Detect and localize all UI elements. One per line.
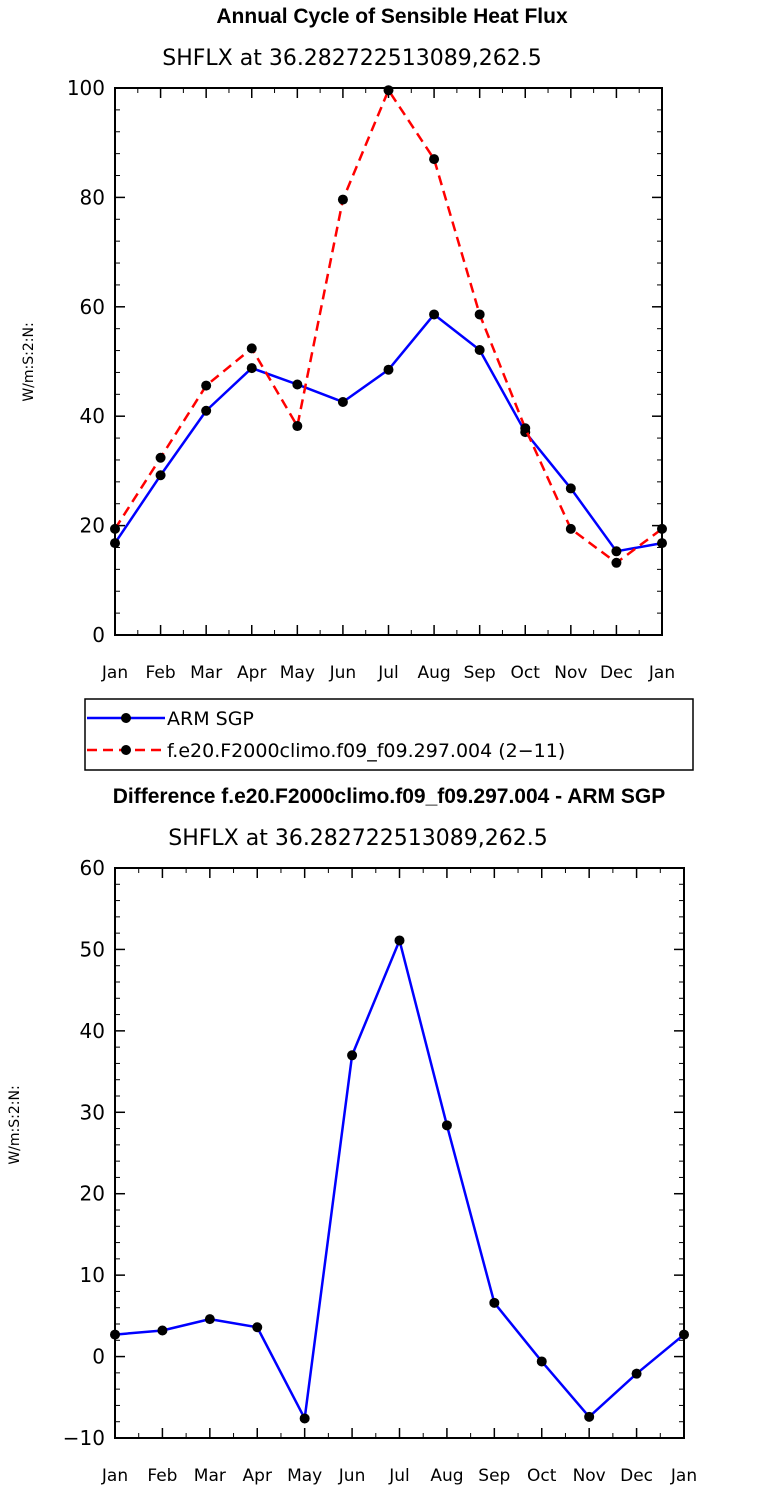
p2-xtick-label: May (287, 1466, 322, 1486)
p1-xtick-label: May (280, 663, 315, 683)
p1-series-1-point (337, 194, 348, 205)
p2-series-0-point (252, 1322, 263, 1333)
p2-ytick-label: 40 (80, 1019, 105, 1043)
p1-series-1-point (292, 421, 303, 432)
p1-series-1-point (429, 154, 440, 165)
p1-series-0-point (565, 483, 576, 494)
p1-series-0-point (110, 538, 120, 549)
legend-marker-model (121, 745, 131, 755)
p2-xtick-label: Jun (338, 1466, 366, 1486)
p2-xtick-label: Oct (527, 1466, 557, 1486)
p1-xtick-label: Jan (648, 663, 675, 683)
panel2-title: Difference f.e20.F2000climo.f09_f09.297.… (113, 785, 665, 808)
p2-ytick-label: 20 (80, 1182, 105, 1206)
p1-series-1-point (565, 523, 576, 534)
p2-series-0-point (489, 1297, 500, 1308)
panel2-subtitle: SHFLX at 36.282722513089,262.5 (168, 826, 548, 851)
p2-series-0-point (679, 1329, 689, 1340)
p1-series-1-point (155, 452, 166, 463)
p2-xtick-label: Aug (430, 1466, 463, 1486)
p2-plot-frame (114, 867, 685, 1439)
p1-xtick-label: Apr (237, 663, 266, 683)
p2-series-0-point (394, 935, 405, 946)
p2-series-0-point (347, 1050, 358, 1061)
p1-xtick-label: Jun (329, 663, 357, 683)
legend-marker-arm-sgp (121, 713, 131, 723)
p1-ytick-label: 60 (80, 295, 105, 319)
p2-series-0-point (204, 1314, 215, 1325)
p1-series-0-point (337, 396, 348, 407)
p1-series-1-point (474, 309, 485, 320)
p1-series-1-point (657, 523, 667, 534)
p1-xtick-label: Aug (417, 663, 450, 683)
p1-series-1-point (110, 523, 120, 534)
p2-xtick-label: Dec (620, 1466, 653, 1486)
legend-label-model: f.e20.F2000climo.f09_f09.297.004 (2−11) (167, 740, 565, 762)
p1-series-0-point (474, 345, 485, 356)
p1-xtick-label: Sep (464, 663, 496, 683)
p2-series-0-point (536, 1356, 547, 1367)
p1-xtick-label: Mar (190, 663, 222, 683)
p2-series-0-point (584, 1411, 595, 1422)
p2-xtick-label: Sep (478, 1466, 510, 1486)
p1-ytick-label: 0 (92, 623, 105, 647)
p2-series-0-point (299, 1413, 310, 1424)
p2-xtick-label: Jan (670, 1466, 697, 1486)
p1-series-0-point (657, 538, 667, 549)
p2-series-0-point (441, 1120, 452, 1131)
p2-series-0-point (631, 1368, 642, 1379)
p1-series-0-point (611, 546, 622, 557)
p1-ytick-label: 100 (67, 76, 105, 100)
p2-xtick-label: Feb (147, 1466, 177, 1486)
p2-ytick-label: 50 (80, 937, 105, 961)
p1-xtick-label: Feb (146, 663, 176, 683)
panel1-ylabel: W/m:S:2:N: (21, 322, 37, 401)
p2-ytick-label: 10 (80, 1263, 105, 1287)
p2-series-0-point (110, 1329, 120, 1340)
legend-label-arm-sgp: ARM SGP (167, 708, 254, 730)
p2-ytick-label: 60 (80, 856, 105, 880)
p1-ytick-label: 80 (80, 185, 105, 209)
annual-cycle-panel: Annual Cycle of Sensible Heat Flux SHFLX… (21, 5, 694, 771)
p1-xtick-label: Jan (101, 663, 128, 683)
p1-series-1-point (611, 557, 622, 568)
p2-xtick-label: Jan (101, 1466, 128, 1486)
p1-xtick-label: Dec (600, 663, 633, 683)
p1-ytick-label: 40 (80, 404, 105, 428)
p2-series-line-0 (114, 939, 685, 1420)
p1-series-1-point (246, 343, 257, 354)
p2-ytick-label: 0 (92, 1345, 105, 1369)
p2-series-0-point (157, 1325, 168, 1336)
p2-xtick-label: Apr (243, 1466, 272, 1486)
p1-xtick-label: Nov (554, 663, 587, 683)
difference-panel: Difference f.e20.F2000climo.f09_f09.297.… (7, 785, 697, 1486)
p1-series-0-point (383, 364, 394, 375)
p1-plot-frame (114, 87, 663, 636)
p1-series-0-point (155, 470, 166, 481)
p1-series-1-point (201, 380, 212, 391)
p1-ytick-label: 20 (80, 514, 105, 538)
p1-series-0-point (429, 309, 440, 320)
legend-box (84, 698, 694, 771)
legend: ARM SGP f.e20.F2000climo.f09_f09.297.004… (84, 698, 694, 771)
p2-ytick-label: 30 (80, 1100, 105, 1124)
panel1-subtitle: SHFLX at 36.282722513089,262.5 (162, 46, 542, 71)
p1-series-0-point (246, 363, 257, 374)
p1-series-line-0 (113, 313, 663, 553)
p2-xtick-label: Nov (573, 1466, 606, 1486)
p1-series-0-point (292, 379, 303, 390)
p2-xtick-label: Mar (194, 1466, 226, 1486)
p2-xtick-label: Jul (388, 1466, 410, 1486)
panel2-ylabel: W/m:S:2:N: (7, 1085, 23, 1164)
p1-xtick-label: Oct (511, 663, 541, 683)
p1-xtick-label: Jul (377, 663, 399, 683)
p1-series-line-1 (113, 88, 663, 565)
p2-ytick-label: −10 (63, 1426, 105, 1450)
p1-series-0-point (201, 405, 212, 416)
panel1-title: Annual Cycle of Sensible Heat Flux (216, 5, 568, 28)
p1-series-1-point (383, 85, 394, 96)
p1-series-1-point (520, 423, 531, 434)
